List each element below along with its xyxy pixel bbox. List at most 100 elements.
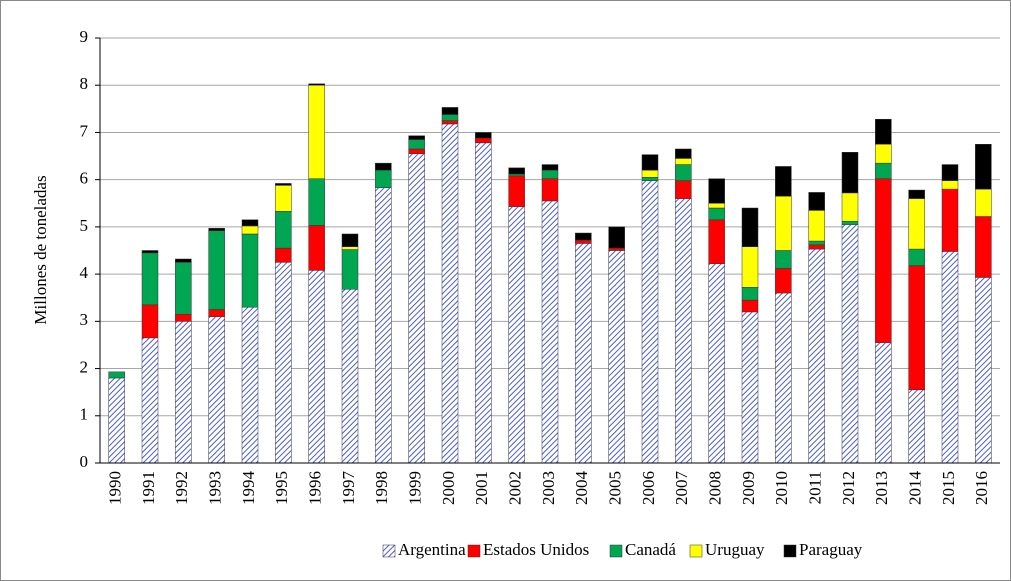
legend-label: Canadá: [625, 540, 676, 559]
bar-segment: [141, 337, 159, 464]
y-tick-label: 4: [80, 263, 89, 282]
bar-segment: [875, 144, 892, 164]
x-tick-label: 2016: [972, 471, 991, 505]
bar-segment: [775, 292, 792, 464]
bar-segment: [308, 84, 325, 179]
bar-segment: [308, 178, 325, 226]
bar-segment: [241, 233, 259, 308]
bar-segment: [641, 169, 659, 178]
bar-segment: [141, 304, 159, 339]
bar-segment: [708, 203, 725, 209]
bar-segment: [275, 183, 292, 186]
bar-segment: [908, 389, 925, 464]
bar-segment: [508, 175, 525, 207]
bar-segment: [408, 135, 425, 140]
bar-segment: [541, 178, 559, 202]
bar-segment: [675, 164, 692, 181]
bar-segment: [741, 299, 759, 313]
legend-label: Argentina: [398, 540, 466, 559]
x-tick-label: 1992: [172, 471, 191, 505]
x-tick-label: 1991: [139, 471, 158, 505]
x-tick-label: 1998: [372, 471, 391, 505]
bar-segment: [741, 311, 759, 464]
bar-segment: [208, 230, 225, 310]
x-tick-label: 2000: [439, 471, 458, 505]
bar-segment: [508, 206, 525, 464]
y-tick-label: 1: [80, 405, 89, 424]
x-tick-label: 2009: [739, 471, 758, 505]
bar-segment: [941, 251, 959, 464]
bar-segment: [575, 243, 592, 464]
bar-segment: [308, 83, 325, 86]
bar-segment: [208, 309, 225, 317]
y-tick-label: 2: [80, 357, 89, 376]
bar-segment: [908, 248, 925, 266]
bar-segment: [975, 277, 992, 464]
bar-segment: [608, 247, 625, 251]
x-tick-label: 1995: [272, 471, 291, 505]
bar-segment: [608, 226, 625, 249]
bar-segment: [475, 137, 492, 144]
x-tick-label: 2013: [872, 471, 891, 505]
bar-segment: [308, 270, 325, 464]
bar-segment: [475, 132, 492, 139]
y-tick-label: 9: [80, 27, 89, 46]
legend-label: Uruguay: [705, 540, 765, 559]
bar-segment: [375, 169, 392, 188]
bar-segment: [308, 225, 325, 271]
x-tick-label: 1999: [406, 471, 425, 505]
bar-segment: [875, 178, 892, 343]
bar-segment: [441, 120, 459, 125]
bar-segment: [208, 228, 225, 231]
bar-segment: [708, 207, 725, 221]
bar-segment: [675, 180, 692, 199]
bar-segment: [708, 263, 725, 464]
bar-segment: [108, 377, 125, 464]
bar-segment: [541, 164, 559, 171]
bar-segment: [908, 189, 925, 199]
legend-label: Paraguay: [799, 540, 863, 559]
legend-swatch: [382, 544, 396, 558]
bar-segment: [408, 153, 425, 464]
bar-segment: [108, 371, 125, 379]
x-tick-label: 2007: [672, 471, 691, 506]
bar-segment: [875, 162, 892, 179]
bar-segment: [941, 164, 959, 181]
bar-segment: [941, 180, 959, 190]
bar-segment: [275, 247, 292, 263]
bar-segment: [241, 219, 259, 227]
y-axis-label: Millones de toneladas: [31, 175, 50, 324]
bar-segment: [275, 185, 292, 212]
x-tick-label: 1990: [106, 471, 125, 505]
bar-segment: [175, 258, 192, 263]
x-tick-label: 1996: [306, 471, 325, 505]
bar-segment: [641, 177, 659, 181]
bar-segment: [808, 240, 825, 246]
x-tick-label: 2011: [806, 471, 825, 504]
bar-segment: [741, 207, 759, 247]
bar-segment: [675, 158, 692, 165]
bar-segment: [975, 144, 992, 190]
bar-segment: [541, 200, 559, 464]
bar-segment: [775, 166, 792, 197]
bar-segment: [741, 287, 759, 301]
x-tick-label: 2003: [539, 471, 558, 505]
bar-segment: [775, 195, 792, 251]
bar-segment: [575, 239, 592, 244]
y-tick-label: 3: [80, 310, 89, 329]
bar-segment: [241, 306, 259, 464]
bar-segment: [341, 246, 359, 250]
bar-segment: [641, 154, 659, 171]
y-tick-label: 8: [80, 74, 89, 93]
bar-segment: [808, 248, 825, 464]
bar-segment: [341, 249, 359, 290]
bar-segment: [341, 233, 359, 247]
bar-segment: [808, 244, 825, 250]
bar-segment: [241, 225, 259, 235]
bar-segment: [641, 180, 659, 464]
x-tick-label: 2014: [906, 471, 925, 506]
bar-segment: [975, 216, 992, 278]
bar-segment: [941, 188, 959, 252]
bar-segment: [375, 187, 392, 464]
